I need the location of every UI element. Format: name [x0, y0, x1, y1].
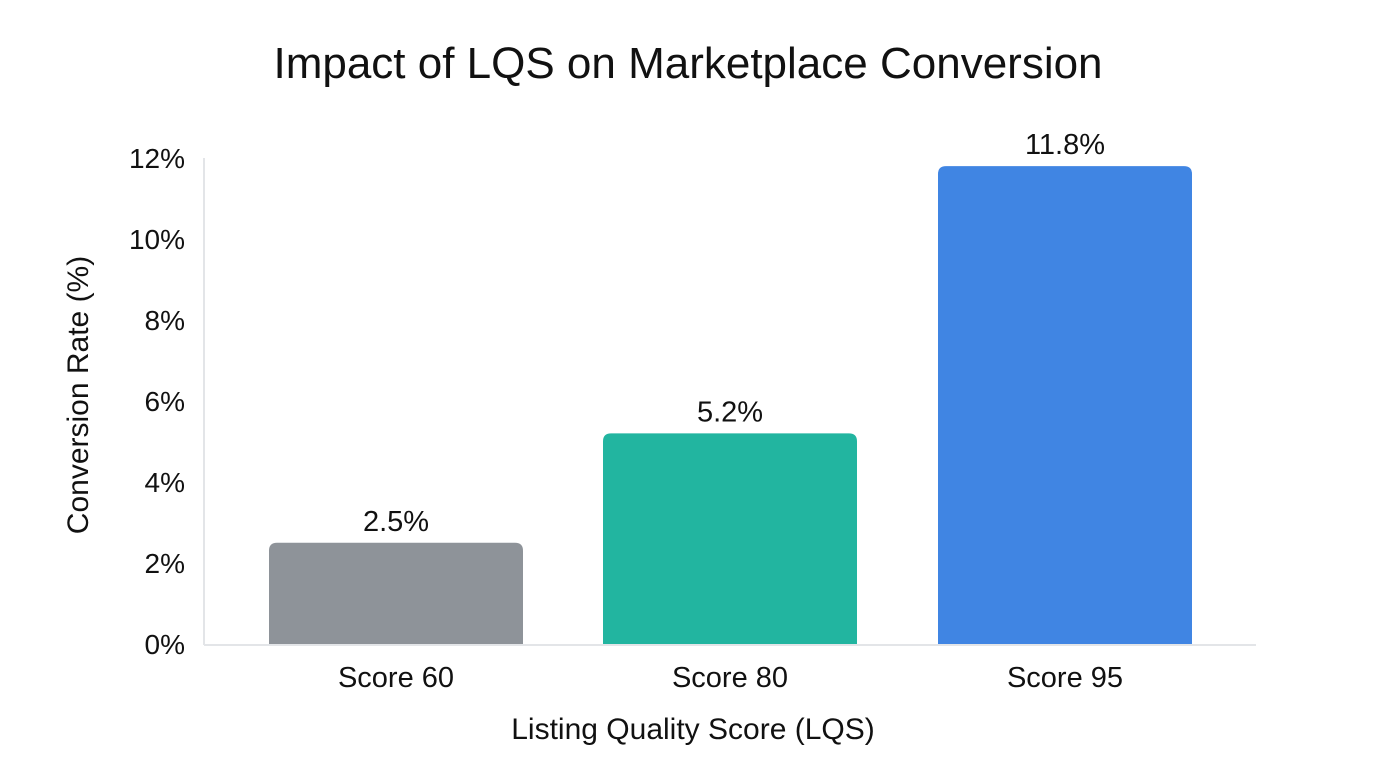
y-tick-label: 4%	[145, 467, 185, 498]
x-tick-label: Score 60	[338, 662, 454, 694]
x-tick-label: Score 95	[1007, 662, 1123, 694]
data-label: 2.5%	[363, 506, 429, 538]
y-tick-label: 6%	[145, 386, 185, 417]
y-tick-label: 8%	[145, 305, 185, 336]
y-tick-label: 2%	[145, 548, 185, 579]
y-tick-label: 10%	[129, 224, 185, 255]
bar	[603, 433, 857, 644]
x-tick-label: Score 80	[672, 662, 788, 694]
chart-title: Impact of LQS on Marketplace Conversion	[273, 39, 1102, 88]
bar	[269, 542, 523, 644]
y-axis-title: Conversion Rate (%)	[62, 256, 95, 534]
data-label: 11.8%	[1025, 129, 1105, 161]
data-label: 5.2%	[697, 396, 763, 428]
y-tick-label: 0%	[145, 629, 185, 660]
bar	[938, 166, 1192, 644]
x-axis-title: Listing Quality Score (LQS)	[511, 713, 874, 746]
y-tick-label: 12%	[129, 143, 185, 174]
